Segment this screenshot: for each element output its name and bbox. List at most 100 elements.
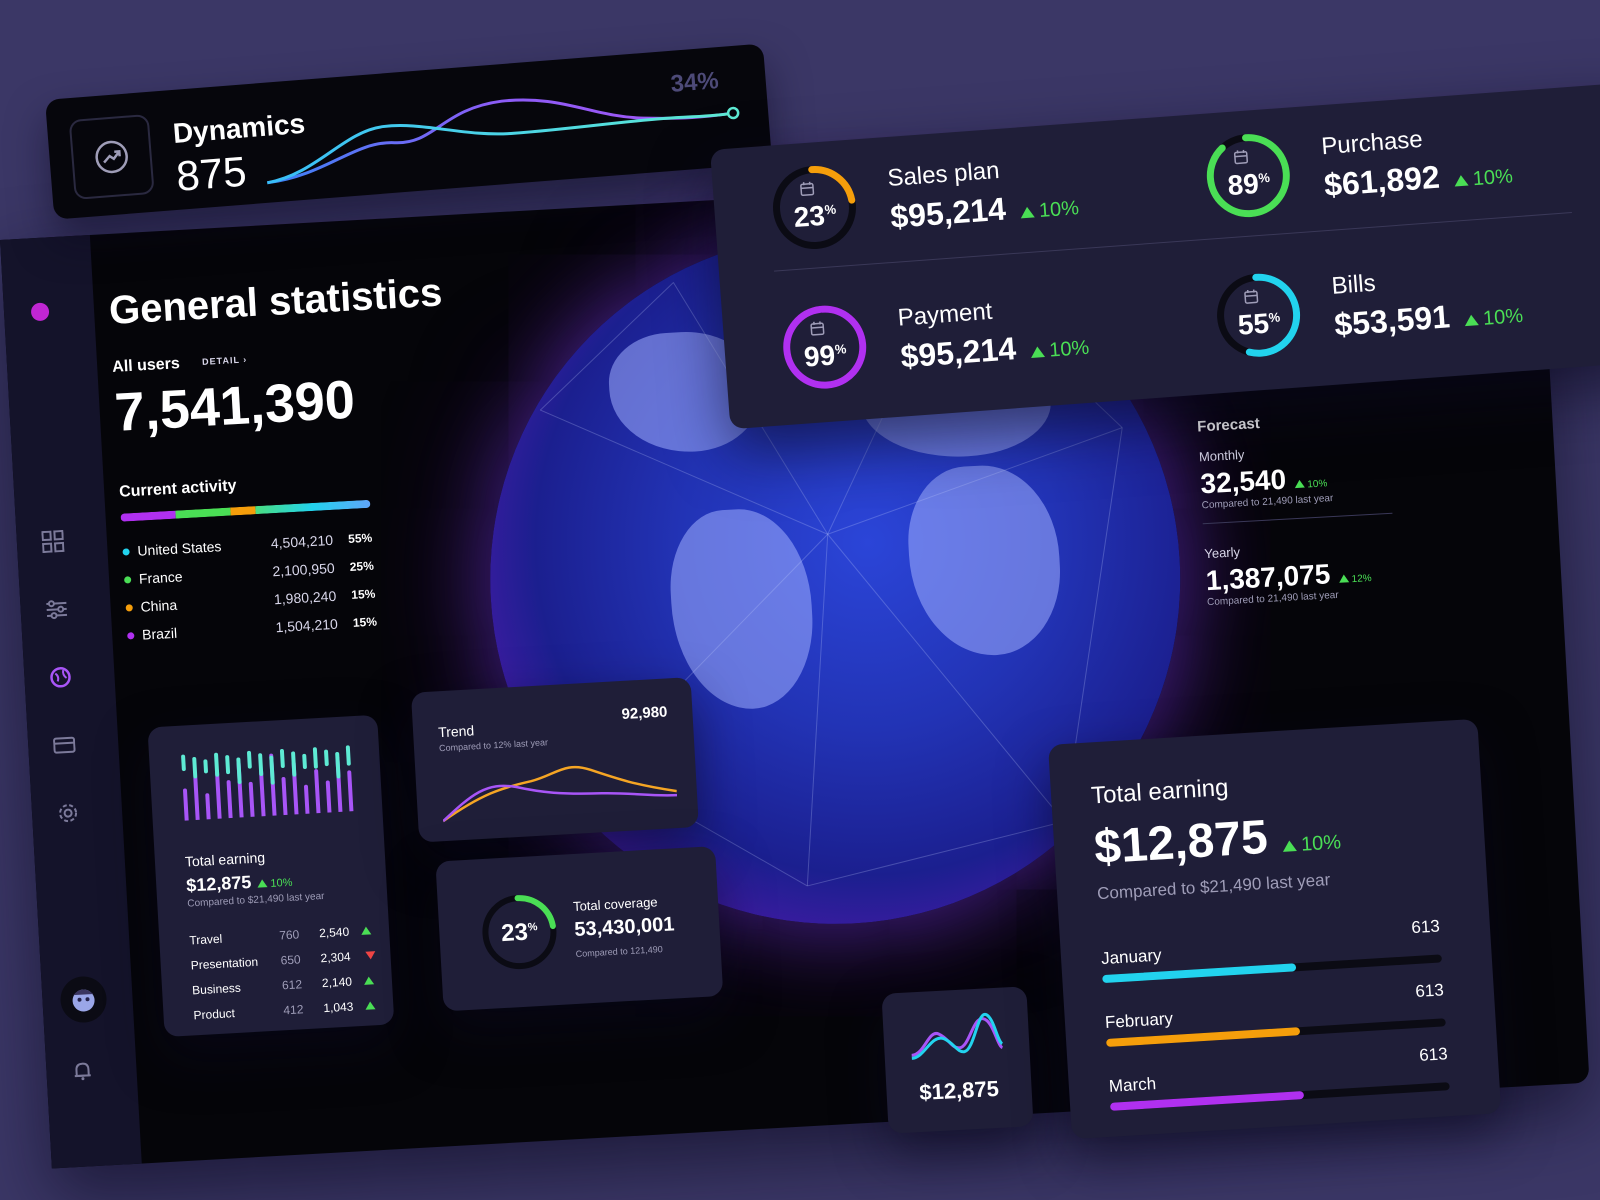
kpi-item[interactable]: 99% Payment $95,214 10%: [777, 276, 1183, 405]
earning-bar-purple: [183, 788, 189, 821]
dynamics-value: 875: [174, 147, 249, 200]
earning-row-amount: 1,043: [322, 999, 354, 1016]
earning-bar-purple: [281, 777, 288, 817]
trend-value: 92,980: [621, 703, 668, 724]
country-name: United States: [136, 538, 222, 559]
ring-progress: [1217, 273, 1301, 357]
detail-link[interactable]: DETAIL ›: [201, 354, 248, 367]
earning-row-count: 412: [283, 1002, 304, 1018]
coverage-value: 53,430,001: [573, 913, 675, 941]
forecast-monthly-change: 10%: [1294, 478, 1328, 491]
kpi-item[interactable]: 23% Sales plan $95,214 10%: [766, 137, 1172, 266]
coverage-percent: 23%: [494, 918, 545, 949]
globe-icon[interactable]: [46, 663, 76, 693]
small-earning-value: $12,875: [185, 871, 252, 896]
kpi-change-value: 10%: [1048, 336, 1091, 362]
kpi-percent-value: 55: [1236, 307, 1271, 341]
earning-bar-teal: [291, 751, 297, 777]
mini-earning-value: $12,875: [918, 1075, 1000, 1106]
gear-icon[interactable]: [53, 798, 83, 828]
month-value: 613: [1418, 1044, 1449, 1065]
country-row: France 2,100,950 25%: [123, 558, 375, 588]
trend-card: Trend Compared to 12% last year 92,980: [410, 677, 699, 843]
ring-progress: [482, 895, 557, 970]
mini-wave-chart: [911, 1013, 1004, 1060]
coverage-percent-value: 23: [500, 918, 529, 948]
kpi-percent-sign: %: [834, 341, 847, 358]
earning-bar-teal: [279, 749, 285, 769]
kpi-name: Payment: [896, 297, 994, 332]
earning-row-name: Product: [193, 1006, 236, 1023]
sidebar: [0, 234, 142, 1169]
kpi-change-value: 10%: [1038, 197, 1080, 223]
earning-bar-teal: [345, 745, 351, 766]
earning-bar-teal: [247, 750, 252, 769]
calendar-icon: [1232, 149, 1249, 171]
country-row: Brazil 1,504,210 15%: [127, 614, 378, 644]
kpi-value: $61,892: [1322, 158, 1441, 204]
country-percent: 55%: [347, 530, 373, 547]
coverage-card: 23% Total coverage 53,430,001 Compared t…: [435, 846, 724, 1012]
kpi-ring: [1206, 134, 1290, 218]
country-value: 1,504,210: [275, 615, 339, 636]
kpi-ring: [772, 166, 856, 250]
ring-progress: [1206, 134, 1290, 218]
forecast-yearly-change-value: 12%: [1351, 572, 1372, 586]
earning-row-amount: 2,140: [321, 974, 353, 991]
country-list: United States 4,504,210 55% France 2,100,950…: [122, 530, 377, 643]
arrow-up-icon: [349, 923, 375, 938]
forecast-section: Forecast Monthly 32,540 10% Compared to …: [1197, 406, 1427, 608]
forecast-monthly-change-value: 10%: [1307, 478, 1328, 491]
earning-row-amount: 2,304: [320, 949, 351, 966]
kpi-panel: 23% Sales plan $95,214 10% 89% Purchase $61,89…: [710, 81, 1600, 430]
kpi-item[interactable]: 89% Purchase $61,892 10%: [1200, 105, 1600, 234]
earning-bar-purple: [347, 770, 354, 814]
earning-row-name: Presentation: [190, 954, 259, 973]
activity-segment-united-states: [255, 499, 371, 515]
forecast-yearly-change: 12%: [1338, 573, 1372, 586]
small-earning-change-value: 10%: [270, 876, 293, 890]
bell-icon[interactable]: [68, 1056, 98, 1086]
avatar[interactable]: [59, 975, 108, 1024]
country-value: 4,504,210: [270, 531, 334, 552]
page-title: General statistics: [107, 270, 444, 333]
country-row: United States 4,504,210 55%: [122, 530, 373, 560]
kpi-item[interactable]: 55% Bills $53,591 10%: [1210, 244, 1600, 373]
dashboard-icon[interactable]: [38, 527, 68, 557]
trending-icon: [68, 113, 155, 200]
earning-bar-teal: [236, 757, 242, 784]
earning-bar-purple: [259, 769, 266, 819]
earning-table-row: Business 612 2,140: [192, 973, 377, 997]
kpi-percent: 23%: [779, 198, 851, 235]
kpi-percent-sign: %: [1257, 169, 1271, 186]
ring-progress: [783, 305, 867, 389]
country-name: China: [140, 596, 178, 615]
forecast-monthly-value: 32,540: [1199, 463, 1287, 500]
dynamics-line-teal: [266, 111, 734, 185]
earning-row-name: Travel: [189, 931, 223, 948]
kpi-change: 10%: [1029, 336, 1091, 364]
earning-bar-purple: [205, 793, 211, 821]
current-activity-title: Current activity: [118, 477, 237, 501]
card-icon[interactable]: [50, 730, 80, 760]
activity-segment-france: [175, 507, 231, 519]
earning-bar-teal: [324, 749, 329, 767]
trend-line-chart: [442, 765, 678, 823]
earning-bar-purple: [193, 775, 200, 821]
month-name: February: [1104, 1008, 1174, 1033]
kpi-name: Sales plan: [886, 156, 1001, 193]
earning-row-count: 760: [278, 927, 300, 943]
activity-progress-bar: [120, 499, 371, 522]
small-earning-change: 10%: [257, 877, 293, 891]
earning-bar-teal: [302, 753, 307, 770]
small-earning-card: Total earning $12,875 10% Compared to $2…: [147, 714, 395, 1038]
earning-bar-teal: [312, 747, 318, 769]
big-earning-compare: Compared to $21,490 last year: [1096, 870, 1331, 904]
country-percent: 15%: [352, 614, 378, 630]
arrow-up-icon: [352, 973, 378, 988]
calendar-icon: [799, 180, 816, 202]
kpi-items: 23% Sales plan $95,214 10% 89% Purchase $61,89…: [710, 82, 1600, 389]
earning-bar-teal: [181, 754, 186, 772]
earning-table-row: Product 412 1,043: [193, 998, 378, 1022]
sliders-icon[interactable]: [42, 595, 72, 625]
